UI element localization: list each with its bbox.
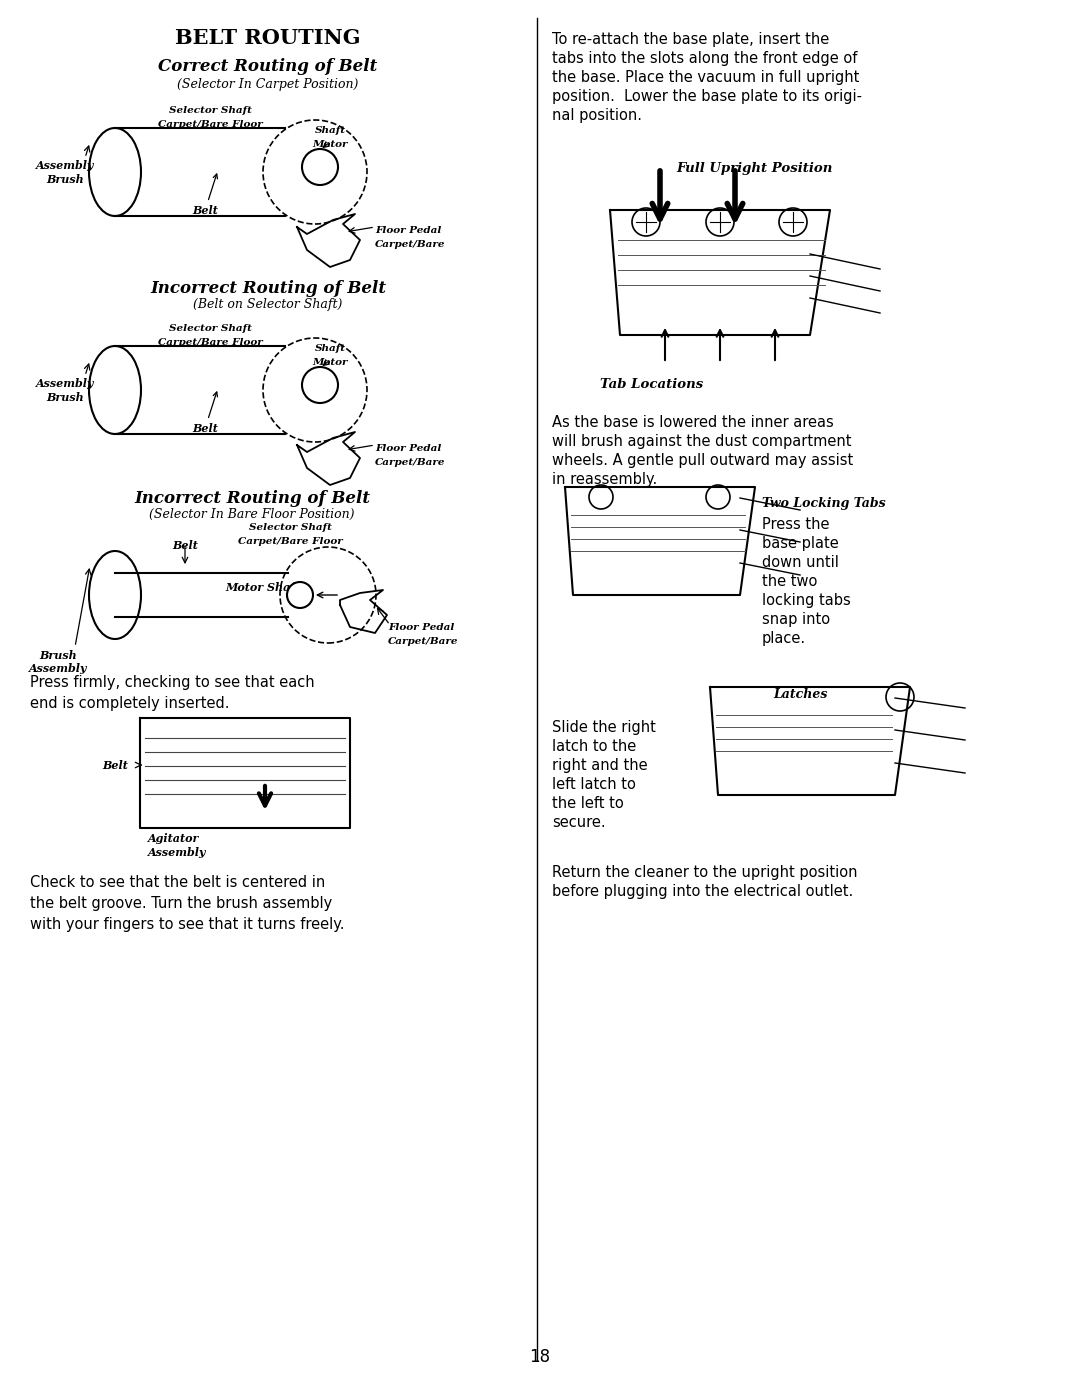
Text: place.: place. — [762, 631, 806, 646]
Text: Full Upright Position: Full Upright Position — [677, 162, 833, 175]
Text: base plate: base plate — [762, 536, 839, 551]
Text: Assembly: Assembly — [148, 847, 206, 858]
Text: wheels. A gentle pull outward may assist: wheels. A gentle pull outward may assist — [552, 452, 853, 468]
Text: secure.: secure. — [552, 815, 606, 830]
Text: Motor: Motor — [312, 358, 348, 367]
Text: As the base is lowered the inner areas: As the base is lowered the inner areas — [552, 415, 834, 430]
Text: Press firmly, checking to see that each
end is completely inserted.: Press firmly, checking to see that each … — [30, 675, 314, 711]
Text: locking tabs: locking tabs — [762, 593, 851, 608]
Text: Belt: Belt — [172, 540, 198, 551]
Text: Tab Locations: Tab Locations — [600, 378, 703, 390]
Text: Brush: Brush — [46, 392, 84, 403]
Text: Selector Shaft: Selector Shaft — [168, 106, 252, 116]
Text: position.  Lower the base plate to its origi-: position. Lower the base plate to its or… — [552, 89, 862, 104]
Text: To re-attach the base plate, insert the: To re-attach the base plate, insert the — [552, 32, 829, 47]
Text: Check to see that the belt is centered in
the belt groove. Turn the brush assemb: Check to see that the belt is centered i… — [30, 874, 345, 932]
Text: Return the cleaner to the upright position: Return the cleaner to the upright positi… — [552, 865, 858, 880]
Text: Brush: Brush — [39, 650, 77, 661]
Text: Selector Shaft: Selector Shaft — [248, 522, 332, 532]
Text: Press the: Press the — [762, 517, 829, 532]
Circle shape — [287, 582, 313, 608]
Text: 18: 18 — [529, 1348, 551, 1365]
Text: Brush: Brush — [46, 175, 84, 186]
Text: Floor Pedal: Floor Pedal — [388, 623, 455, 632]
Text: (Selector In Carpet Position): (Selector In Carpet Position) — [177, 78, 359, 91]
Text: Floor Pedal: Floor Pedal — [375, 444, 442, 452]
Text: before plugging into the electrical outlet.: before plugging into the electrical outl… — [552, 884, 853, 899]
Circle shape — [302, 148, 338, 186]
Text: right and the: right and the — [552, 758, 648, 773]
Text: Belt: Belt — [192, 175, 218, 216]
Text: Carpet/Bare: Carpet/Bare — [375, 241, 446, 249]
Text: the left to: the left to — [552, 796, 624, 811]
Text: Assembly: Assembly — [29, 663, 87, 674]
Text: in reassembly.: in reassembly. — [552, 472, 658, 487]
Text: (Selector In Bare Floor Position): (Selector In Bare Floor Position) — [149, 507, 354, 521]
Circle shape — [302, 367, 338, 403]
Text: (Belt on Selector Shaft): (Belt on Selector Shaft) — [193, 298, 342, 311]
Text: tabs into the slots along the front edge of: tabs into the slots along the front edge… — [552, 51, 858, 66]
Text: snap into: snap into — [762, 612, 831, 627]
Text: will brush against the dust compartment: will brush against the dust compartment — [552, 434, 851, 450]
Text: Slide the right: Slide the right — [552, 720, 656, 736]
Text: Motor Shaft: Motor Shaft — [225, 582, 310, 595]
Text: Assembly: Assembly — [36, 160, 94, 170]
Text: Incorrect Routing of Belt: Incorrect Routing of Belt — [150, 280, 386, 297]
Text: Carpet/Bare Floor: Carpet/Bare Floor — [158, 120, 262, 129]
Text: Selector Shaft: Selector Shaft — [168, 324, 252, 333]
Text: Correct Routing of Belt: Correct Routing of Belt — [159, 58, 378, 76]
Text: latch to the: latch to the — [552, 738, 636, 754]
Text: nal position.: nal position. — [552, 109, 642, 122]
Text: the base. Place the vacuum in full upright: the base. Place the vacuum in full uprig… — [552, 70, 860, 85]
Text: Latches: Latches — [773, 688, 827, 701]
Text: Agitator: Agitator — [148, 833, 200, 844]
Text: Shaft: Shaft — [314, 126, 346, 135]
Text: Incorrect Routing of Belt: Incorrect Routing of Belt — [134, 490, 370, 507]
Text: Carpet/Bare: Carpet/Bare — [375, 458, 446, 468]
Text: down until: down until — [762, 556, 839, 571]
Text: Motor: Motor — [312, 140, 348, 148]
Text: Carpet/Bare Floor: Carpet/Bare Floor — [158, 338, 262, 346]
Text: Assembly: Assembly — [36, 378, 94, 389]
Text: Carpet/Bare: Carpet/Bare — [388, 637, 459, 646]
Text: the two: the two — [762, 573, 818, 588]
Text: Two Locking Tabs: Two Locking Tabs — [762, 496, 886, 510]
Text: left latch to: left latch to — [552, 777, 636, 792]
Text: Shaft: Shaft — [314, 344, 346, 353]
Text: Belt: Belt — [103, 759, 129, 770]
Text: BELT ROUTING: BELT ROUTING — [175, 28, 361, 48]
Text: Belt: Belt — [192, 392, 218, 434]
Text: Carpet/Bare Floor: Carpet/Bare Floor — [238, 538, 342, 546]
Text: Floor Pedal: Floor Pedal — [375, 226, 442, 235]
